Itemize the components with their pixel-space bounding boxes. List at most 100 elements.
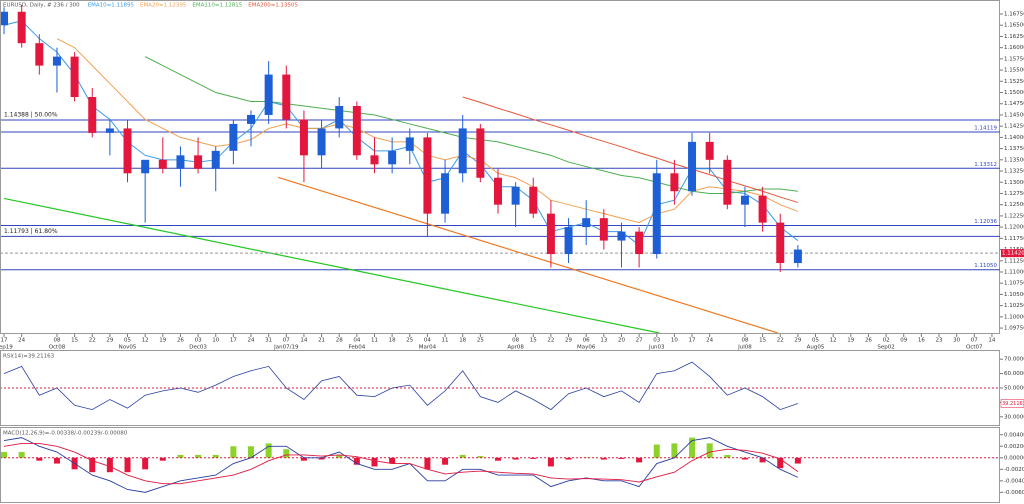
candle-body — [299, 119, 308, 156]
x-tick-label: 15 — [759, 338, 766, 344]
y-tick-label: 1.11000 — [1004, 269, 1024, 275]
macd-histogram-bar — [653, 444, 660, 458]
x-tick-label: 22 — [547, 338, 554, 344]
month-label: Aug05 — [807, 345, 825, 351]
candle-body — [617, 231, 626, 241]
candle-body — [370, 155, 379, 165]
macd-histogram-bar — [741, 457, 748, 460]
y-tick-label: 1.11250 — [1004, 258, 1024, 264]
level-label: 1.11050 — [974, 263, 997, 269]
candle-body — [511, 186, 520, 205]
y-tick-label: 1.14250 — [1004, 124, 1024, 130]
x-tick-label: 07 — [971, 338, 978, 344]
x-tick-label: 24 — [18, 338, 25, 344]
x-tick-label: 05 — [812, 338, 819, 344]
candle-body — [793, 249, 802, 264]
x-tick-label: 30 — [953, 338, 960, 344]
y-tick-label: 1.09750 — [1004, 326, 1024, 332]
macd-histogram-bar — [636, 457, 643, 463]
candle-body — [194, 155, 203, 169]
candle-body — [211, 150, 220, 169]
y-tick-label: 1.13500 — [1004, 157, 1024, 163]
x-tick-label: 24 — [706, 338, 713, 344]
month-label: Jun03 — [648, 345, 665, 351]
x-tick-label: 18 — [459, 338, 466, 344]
rsi-value-box — [1000, 399, 1024, 408]
candle-body — [564, 227, 573, 255]
macd-histogram-bar — [230, 446, 237, 458]
legend-entry: EMA200=1.13505 — [248, 3, 298, 9]
macd-histogram-bar — [689, 437, 696, 458]
x-tick-label: 12 — [142, 338, 149, 344]
main-panel-frame — [0, 0, 1000, 334]
x-tick-label: 07 — [283, 338, 290, 344]
x-tick-label: 21 — [318, 338, 325, 344]
y-tick-label: 1.10500 — [1004, 292, 1024, 298]
rsi-value-label: 39.21163 — [1002, 401, 1024, 407]
candle-body — [70, 56, 79, 98]
x-tick-label: 17 — [689, 338, 696, 344]
y-tick-label: -0.00600 — [1004, 490, 1024, 496]
x-tick-label: 24 — [248, 338, 255, 344]
panel-plot — [1, 437, 1000, 493]
macd-histogram-bar — [512, 457, 519, 460]
y-tick-label: 1.13750 — [1004, 146, 1024, 152]
macd-histogram-bar — [389, 457, 396, 464]
panel-plot — [1, 361, 1000, 411]
x-tick-label: 02 — [883, 338, 890, 344]
candle-body — [705, 141, 714, 160]
candle-body — [688, 141, 697, 192]
legend-entry: EMA20=1.12395 — [140, 3, 187, 9]
trendline — [3, 197, 660, 333]
macd-histogram-bar — [212, 454, 219, 458]
candle-body — [335, 105, 344, 129]
candle-body — [35, 43, 44, 66]
candle-body — [123, 128, 132, 174]
macd-histogram-bar — [265, 443, 272, 458]
candle-body — [88, 97, 97, 133]
y-tick-label: 1.15000 — [1004, 90, 1024, 96]
candle-body — [317, 128, 326, 156]
current-price-box — [1001, 249, 1024, 258]
x-tick-label: 14 — [988, 338, 995, 344]
x-tick-label: 11 — [442, 338, 449, 344]
month-label: Jan07/19 — [273, 345, 299, 351]
month-label: Feb04 — [348, 345, 365, 351]
x-tick-label: 12 — [830, 338, 837, 344]
y-tick-label: -0.00400 — [1004, 478, 1024, 484]
candle-body — [141, 159, 150, 174]
month-label: Nov05 — [119, 345, 137, 351]
macd-histogram-bar — [18, 452, 25, 458]
legend-entry: EMA10=1.11895 — [88, 3, 135, 9]
macd-histogram-bar — [371, 457, 378, 467]
macd-histogram-bar — [177, 454, 184, 458]
x-tick-label: 15 — [530, 338, 537, 344]
y-tick-label: 1.15500 — [1004, 68, 1024, 74]
rsi-title: RSI(14)=39.21163 — [3, 354, 55, 360]
macd-histogram-bar — [547, 457, 554, 467]
x-tick-label: 04 — [353, 338, 360, 344]
x-tick-label: 25 — [406, 338, 413, 344]
y-tick-label: 50.0000 — [1004, 386, 1024, 392]
macd-line — [3, 437, 799, 493]
candle-body — [17, 11, 26, 44]
x-tick-label: 17 — [230, 338, 237, 344]
macd-histogram-bar — [353, 457, 360, 465]
x-tick-label: 16 — [918, 338, 925, 344]
x-tick-label: 14 — [300, 338, 307, 344]
macd-histogram-bar — [89, 457, 96, 473]
macd-histogram-bar — [142, 457, 149, 470]
candle-body — [405, 137, 414, 151]
x-tick-label: 26 — [865, 338, 872, 344]
macd-histogram-bar — [459, 454, 466, 458]
y-tick-label: 1.16500 — [1004, 23, 1024, 29]
x-tick-label: 19 — [847, 338, 854, 344]
y-tick-label: 1.15250 — [1004, 79, 1024, 85]
x-tick-label: 22 — [777, 338, 784, 344]
x-tick-label: 08 — [512, 338, 519, 344]
moving-average — [462, 96, 799, 203]
macd-histogram-bar — [124, 457, 131, 473]
legend-entry: EMA110=1.12815 — [192, 3, 242, 9]
